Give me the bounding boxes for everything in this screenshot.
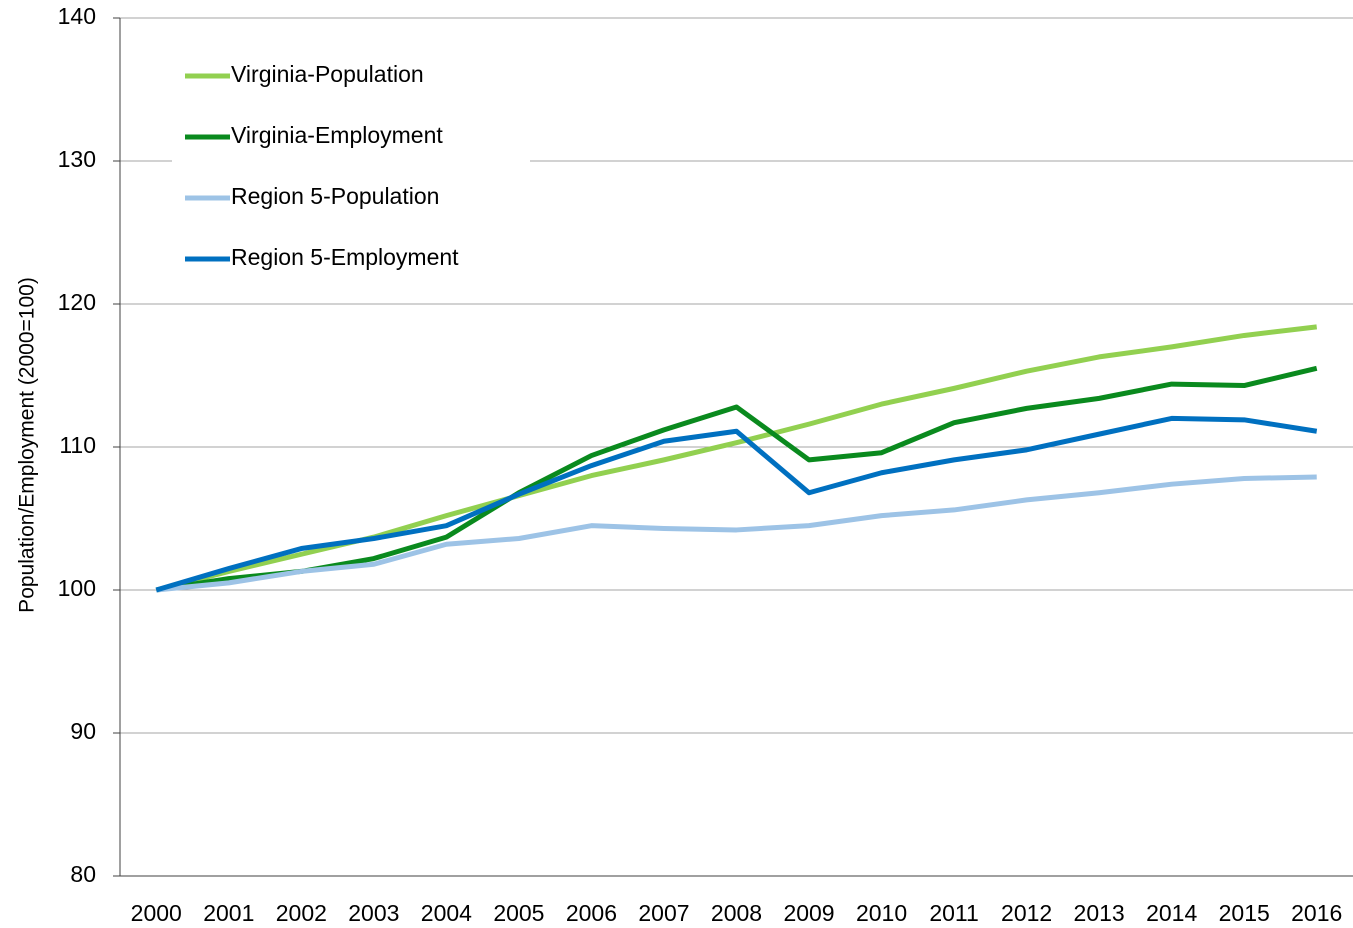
legend-label: Virginia-Population: [231, 61, 424, 87]
x-tick-label: 2000: [131, 900, 182, 926]
x-tick-label: 2005: [493, 900, 544, 926]
y-tick-label: 120: [58, 289, 96, 315]
y-tick-label: 130: [58, 146, 96, 172]
y-tick-label: 80: [70, 861, 96, 887]
x-tick-label: 2012: [1001, 900, 1052, 926]
x-tick-label: 2007: [638, 900, 689, 926]
x-tick-label: 2002: [276, 900, 327, 926]
x-tick-label: 2010: [856, 900, 907, 926]
series-line: [155, 415, 1318, 593]
legend-label: Virginia-Employment: [231, 122, 443, 148]
legend-label: Region 5-Employment: [231, 244, 459, 270]
legend-label: Region 5-Population: [231, 183, 439, 209]
x-tick-label: 2009: [783, 900, 834, 926]
x-tick-label: 2004: [421, 900, 472, 926]
x-tick-label: 2014: [1146, 900, 1197, 926]
y-tick-label: 110: [59, 432, 96, 458]
x-tick-label: 2008: [711, 900, 762, 926]
y-tick-label: 100: [58, 575, 96, 601]
x-tick-label: 2003: [348, 900, 399, 926]
y-tick-label: 90: [70, 718, 96, 744]
x-tick-label: 2011: [929, 900, 978, 926]
x-tick-label: 2015: [1219, 900, 1270, 926]
x-tick-label: 2013: [1074, 900, 1125, 926]
x-tick-label: 2001: [203, 900, 254, 926]
x-tick-label: 2016: [1291, 900, 1342, 926]
series-line: [155, 324, 1318, 593]
legend-box: [172, 48, 530, 291]
series-line: [156, 474, 1317, 593]
series-line: [155, 365, 1318, 593]
x-tick-label: 2006: [566, 900, 617, 926]
y-axis-title: Population/Employment (2000=100): [16, 277, 39, 613]
y-tick-label: 140: [58, 3, 96, 29]
